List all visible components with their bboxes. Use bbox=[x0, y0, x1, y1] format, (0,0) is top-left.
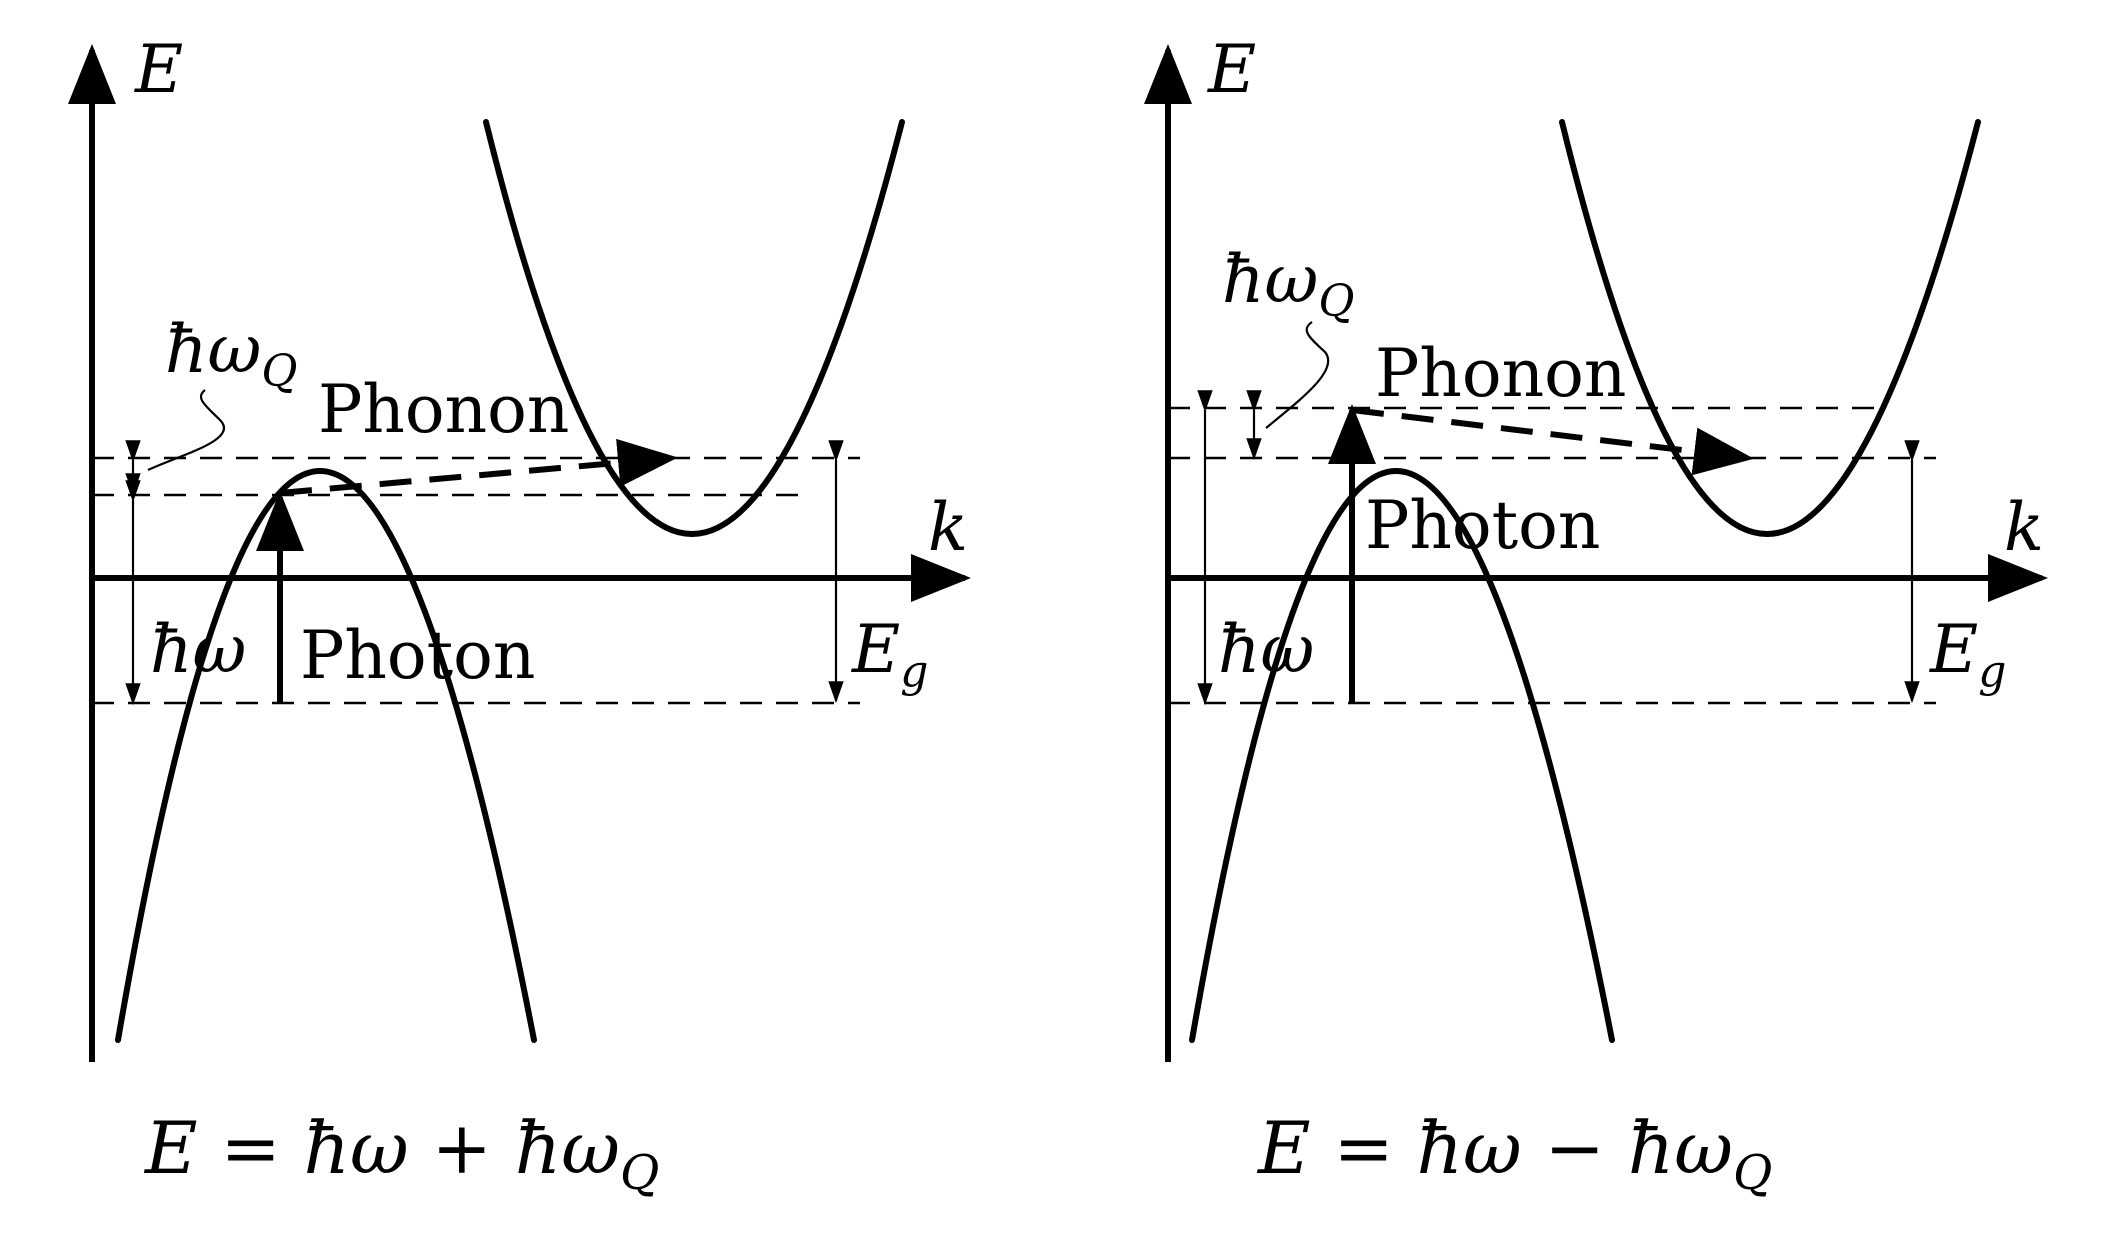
hbar-omega-q-label: ħωQ bbox=[165, 311, 297, 397]
conduction-band bbox=[483, 119, 905, 537]
band-gap-label: Eg bbox=[1929, 611, 2006, 697]
hbar-omega-label: ħω bbox=[150, 611, 246, 688]
phonon-arrow bbox=[279, 438, 678, 496]
left-panel: E k ħωQ Phonon Photon ħω Eg E = ħω + ħωQ bbox=[68, 31, 971, 1201]
right-panel: E k ħωQ Phonon Photon ħω Eg E = ħω − ħωQ bbox=[1144, 31, 2048, 1201]
hbar-omega-label: ħω bbox=[1218, 611, 1314, 688]
phonon-label: Phonon bbox=[1375, 335, 1626, 412]
k-axis-label: k bbox=[928, 489, 968, 566]
pointer-squiggle bbox=[147, 389, 225, 471]
energy-axis-label: E bbox=[134, 31, 183, 108]
pointer-squiggle bbox=[1265, 321, 1330, 429]
k-axis-label: k bbox=[2004, 489, 2044, 566]
energy-axis-label: E bbox=[1207, 31, 1256, 108]
conduction-band bbox=[1559, 119, 1981, 537]
equation-label: E = ħω + ħωQ bbox=[143, 1106, 659, 1201]
band-gap-label: Eg bbox=[851, 611, 928, 697]
equation-label: E = ħω − ħωQ bbox=[1256, 1106, 1772, 1201]
photon-label: Photon bbox=[300, 617, 535, 694]
phonon-arrow bbox=[1351, 407, 1754, 476]
phonon-label: Phonon bbox=[318, 371, 569, 448]
hbar-omega-q-label: ħωQ bbox=[1222, 241, 1354, 327]
photon-label: Photon bbox=[1365, 487, 1600, 564]
valence-band bbox=[115, 468, 537, 1043]
valence-band bbox=[1189, 468, 1615, 1043]
